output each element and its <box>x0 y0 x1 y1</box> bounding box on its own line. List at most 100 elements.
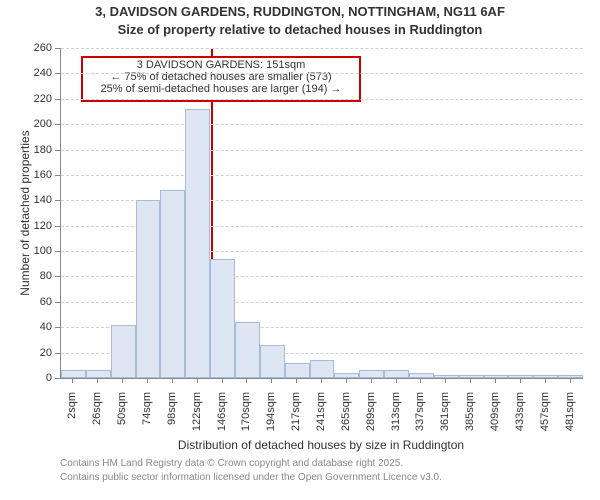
plot-area: 3 DAVIDSON GARDENS: 151sqm← 75% of detac… <box>60 48 583 379</box>
histogram-bar <box>210 259 235 378</box>
x-tick <box>371 378 372 383</box>
y-tick <box>55 73 60 74</box>
y-tick <box>55 124 60 125</box>
x-tick <box>271 378 272 383</box>
x-tick <box>570 378 571 383</box>
x-tick-label: 313sqm <box>390 392 402 442</box>
histogram-bar <box>285 363 310 378</box>
y-tick-label: 160 <box>0 169 52 181</box>
x-tick <box>222 378 223 383</box>
y-tick-label: 100 <box>0 245 52 257</box>
chart-title-line1: 3, DAVIDSON GARDENS, RUDDINGTON, NOTTING… <box>0 4 600 19</box>
y-tick <box>55 302 60 303</box>
y-tick <box>55 200 60 201</box>
y-tick <box>55 48 60 49</box>
x-tick <box>470 378 471 383</box>
y-tick-label: 20 <box>0 347 52 359</box>
x-tick <box>72 378 73 383</box>
histogram-bar <box>334 373 359 378</box>
x-tick <box>520 378 521 383</box>
histogram-bar <box>86 370 111 378</box>
histogram-bar <box>409 373 434 378</box>
x-tick-label: 385sqm <box>464 392 476 442</box>
histogram-bar <box>384 370 409 378</box>
grid-line <box>61 73 583 74</box>
x-tick <box>172 378 173 383</box>
x-tick <box>97 378 98 383</box>
grid-line <box>61 124 583 125</box>
x-tick <box>545 378 546 383</box>
grid-line <box>61 48 583 49</box>
y-tick-label: 0 <box>0 372 52 384</box>
histogram-bar <box>136 200 161 378</box>
y-tick-label: 200 <box>0 118 52 130</box>
grid-line <box>61 99 583 100</box>
y-tick-label: 140 <box>0 194 52 206</box>
callout-line: 25% of semi-detached houses are larger (… <box>87 83 355 95</box>
x-tick-label: 289sqm <box>365 392 377 442</box>
histogram-bar <box>310 360 335 378</box>
x-tick-label: 481sqm <box>564 392 576 442</box>
grid-line <box>61 175 583 176</box>
x-tick-label: 433sqm <box>514 392 526 442</box>
x-tick-label: 265sqm <box>340 392 352 442</box>
histogram-bar <box>111 325 136 378</box>
x-tick-label: 74sqm <box>141 392 153 442</box>
histogram-bar <box>160 190 185 378</box>
footer-line2: Contains public sector information licen… <box>0 472 600 483</box>
x-tick-label: 2sqm <box>66 392 78 442</box>
histogram-bar <box>533 375 558 378</box>
x-tick <box>445 378 446 383</box>
histogram-bar <box>359 370 384 378</box>
y-tick <box>55 327 60 328</box>
y-tick-label: 60 <box>0 296 52 308</box>
y-tick <box>55 276 60 277</box>
x-tick-label: 337sqm <box>414 392 426 442</box>
y-tick-label: 240 <box>0 67 52 79</box>
x-tick-label: 241sqm <box>315 392 327 442</box>
y-tick <box>55 353 60 354</box>
x-tick <box>246 378 247 383</box>
histogram-bar <box>61 370 86 378</box>
histogram-bar <box>558 375 583 378</box>
y-tick <box>55 378 60 379</box>
x-tick-label: 361sqm <box>439 392 451 442</box>
y-tick-label: 180 <box>0 144 52 156</box>
x-tick-label: 217sqm <box>290 392 302 442</box>
histogram-bar <box>185 109 210 378</box>
x-tick <box>495 378 496 383</box>
y-tick <box>55 226 60 227</box>
y-tick <box>55 175 60 176</box>
x-tick-label: 457sqm <box>539 392 551 442</box>
y-tick <box>55 99 60 100</box>
x-tick <box>420 378 421 383</box>
y-tick <box>55 251 60 252</box>
y-tick-label: 220 <box>0 93 52 105</box>
callout-line: 3 DAVIDSON GARDENS: 151sqm <box>87 59 355 71</box>
x-tick-label: 98sqm <box>166 392 178 442</box>
grid-line <box>61 150 583 151</box>
x-tick <box>147 378 148 383</box>
x-tick-label: 50sqm <box>116 392 128 442</box>
chart-container: 3, DAVIDSON GARDENS, RUDDINGTON, NOTTING… <box>0 0 600 500</box>
x-tick <box>197 378 198 383</box>
y-tick-label: 120 <box>0 220 52 232</box>
x-tick <box>346 378 347 383</box>
chart-title-line2: Size of property relative to detached ho… <box>0 22 600 37</box>
histogram-bar <box>508 375 533 378</box>
callout-box: 3 DAVIDSON GARDENS: 151sqm← 75% of detac… <box>81 56 361 102</box>
footer-line1: Contains HM Land Registry data © Crown c… <box>0 458 600 469</box>
x-tick-label: 146sqm <box>216 392 228 442</box>
x-tick <box>296 378 297 383</box>
histogram-bar <box>235 322 260 378</box>
y-tick-label: 40 <box>0 321 52 333</box>
y-tick-label: 260 <box>0 42 52 54</box>
x-tick-label: 194sqm <box>265 392 277 442</box>
x-tick <box>396 378 397 383</box>
x-tick-label: 26sqm <box>91 392 103 442</box>
x-tick <box>122 378 123 383</box>
x-tick <box>321 378 322 383</box>
histogram-bar <box>260 345 285 378</box>
y-tick-label: 80 <box>0 270 52 282</box>
x-tick-label: 122sqm <box>191 392 203 442</box>
